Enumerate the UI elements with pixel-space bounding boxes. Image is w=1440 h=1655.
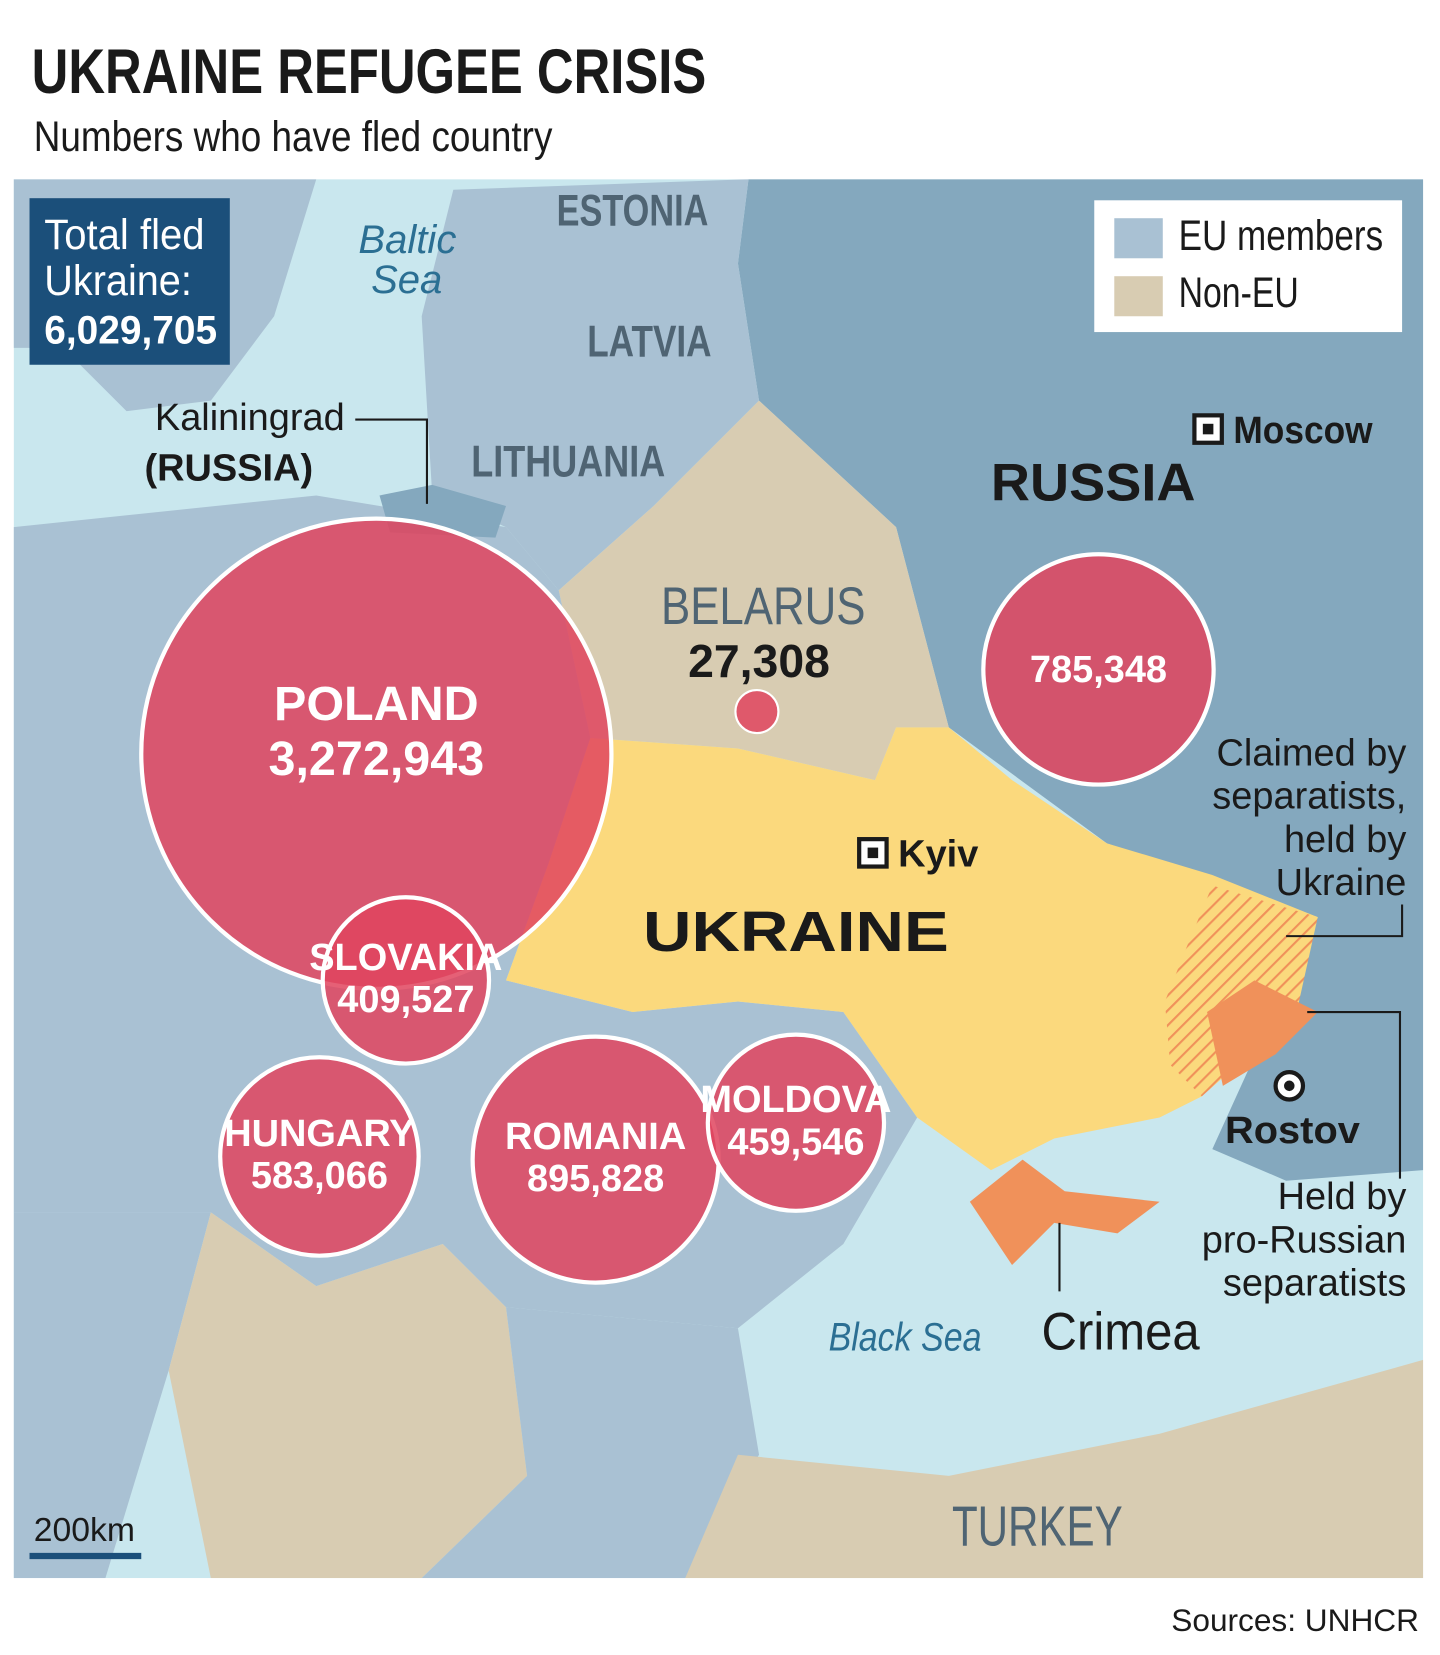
country-label: TURKEY <box>952 1494 1123 1558</box>
bubble-value: 3,272,943 <box>268 732 484 786</box>
bulgaria-greece <box>421 1307 760 1579</box>
annotation: Kaliningrad <box>155 397 345 439</box>
city-marker <box>867 847 879 859</box>
country-label: BELARUS <box>661 577 866 636</box>
bubble-value: 895,828 <box>527 1158 664 1200</box>
bubble <box>218 1055 421 1258</box>
city-marker <box>1202 423 1214 435</box>
city-label: Kyiv <box>898 834 978 876</box>
city-label: Rostov <box>1225 1110 1360 1152</box>
legend-swatch <box>1114 276 1163 317</box>
bubble-name: HUNGARY <box>224 1113 414 1155</box>
annotation: Crimea <box>1042 1302 1201 1361</box>
country-label: UKRAINE <box>643 900 949 964</box>
turkey-land <box>685 1359 1424 1579</box>
bubble <box>981 552 1216 787</box>
bubble <box>705 1032 887 1213</box>
total-label: Total fled <box>44 211 204 258</box>
bubble-value: 409,527 <box>337 979 474 1021</box>
annotation: separatists, <box>1212 776 1406 818</box>
leader-line <box>355 418 429 504</box>
crimea-land <box>969 1159 1160 1266</box>
total-label: Ukraine: <box>44 257 192 304</box>
annotation: Ukraine <box>1276 862 1407 904</box>
bubble <box>320 895 492 1066</box>
country-label: LITHUANIA <box>471 437 665 486</box>
balkans <box>168 1212 528 1579</box>
country-label: ESTONIA <box>557 187 709 236</box>
bubble-value: 583,066 <box>251 1155 388 1197</box>
bubble-name: MOLDOVA <box>700 1079 891 1121</box>
leader-line <box>1307 1010 1402 1179</box>
separatist-area <box>1207 980 1318 1086</box>
bubble-name: ROMANIA <box>505 1116 686 1158</box>
bubble-value: 459,546 <box>727 1121 864 1163</box>
bubble-value: 785,348 <box>1030 649 1167 691</box>
annotation: Claimed by <box>1217 732 1407 774</box>
bubble-name: SLOVAKIA <box>309 937 502 979</box>
annotation: Held by <box>1278 1176 1407 1218</box>
country-label: RUSSIA <box>991 454 1196 513</box>
baltic-states <box>421 179 760 591</box>
annotation: pro-Russian <box>1202 1219 1407 1261</box>
total-value: 6,029,705 <box>44 309 217 353</box>
italy <box>13 1212 211 1579</box>
legend-label: EU members <box>1179 212 1384 259</box>
total-box <box>29 198 230 365</box>
sea-label: Baltic <box>358 218 456 262</box>
bubble <box>734 689 780 735</box>
source: Sources: UNHCR <box>1171 1602 1419 1638</box>
legend-swatch <box>1114 218 1163 259</box>
ukraine-land <box>506 727 1318 1171</box>
city-label: Moscow <box>1233 410 1373 452</box>
annotation: (RUSSIA) <box>144 448 313 490</box>
country-label: LATVIA <box>587 317 711 366</box>
leader-line <box>1286 904 1404 938</box>
sea-label: Black Sea <box>829 1315 982 1359</box>
subtitle: Numbers who have fled country <box>34 113 553 160</box>
sea-label: Sea <box>371 258 442 302</box>
belarus-land <box>558 400 949 781</box>
bubble-value: 27,308 <box>688 635 830 687</box>
bubble-name: POLAND <box>274 677 479 731</box>
title: UKRAINE REFUGEE CRISIS <box>32 37 707 107</box>
annotation: separatists <box>1223 1263 1406 1305</box>
scale-label: 200km <box>34 1511 135 1549</box>
annotation: held by <box>1284 819 1406 861</box>
legend-label: Non-EU <box>1179 269 1299 316</box>
city-marker <box>1284 1080 1295 1092</box>
